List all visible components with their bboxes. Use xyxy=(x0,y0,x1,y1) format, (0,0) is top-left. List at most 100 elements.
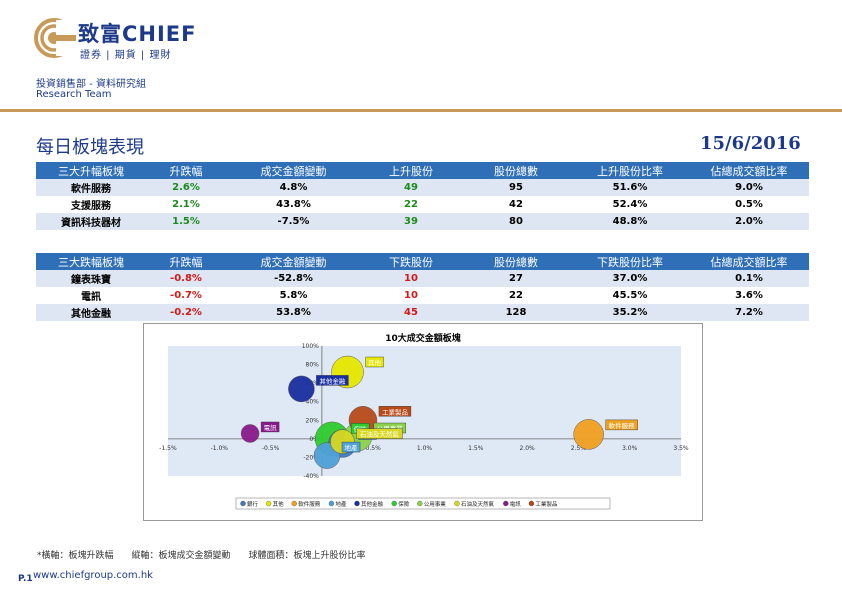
column-header: 三大升幅板塊 xyxy=(36,162,146,179)
page-number: P.1 xyxy=(18,574,33,584)
column-header: 三大跌幅板塊 xyxy=(36,253,146,270)
legend-marker xyxy=(503,500,509,507)
turnover-share: 2.0% xyxy=(689,213,809,230)
sector-name: 資訊科技器材 xyxy=(36,213,146,230)
column-header: 上升股份比率 xyxy=(571,162,689,179)
change-pct: 2.6% xyxy=(146,179,226,196)
bubble-chart: 10大成交金額板塊 -1.5% -1.0% -0.5% 0% 0.5% 1.0% 1.5% 2.… xyxy=(159,332,689,510)
team-name: Research Team xyxy=(36,89,112,100)
column-header: 成交金額變動 xyxy=(226,162,361,179)
x-tick-label: -1.5% xyxy=(159,445,177,452)
axis-note: *橫軸：板塊升跌幅 縱軸：板塊成交金額變動 球體面積：板塊上升股份比率 xyxy=(37,551,366,561)
turnover-share: 9.0% xyxy=(689,179,809,196)
legend-marker xyxy=(291,500,297,507)
table-row: 支援服務 2.1% 43.8% 22 42 52.4% 0.5% xyxy=(36,196,809,213)
y-tick-label: -40% xyxy=(303,473,319,480)
data-label-box xyxy=(316,375,349,386)
top-losers-table: 三大跌幅板塊 升跌幅 成交金額變動 下跌股份 股份總數 下跌股份比率 佔總成交額… xyxy=(36,253,809,321)
rising-count: 49 xyxy=(361,179,461,196)
data-label-box xyxy=(356,428,403,439)
turnover-share: 7.2% xyxy=(689,304,809,321)
x-tick-label: 1.5% xyxy=(468,445,484,452)
falling-ratio: 45.5% xyxy=(612,290,648,301)
legend-label: 軟件服務 xyxy=(298,500,321,508)
falling-count: 45 xyxy=(361,304,461,321)
chart-title: 10大成交金額板塊 xyxy=(385,332,461,344)
turnover-change: 5.8% xyxy=(279,290,308,301)
bubble-chart-frame: 10大成交金額板塊 -1.5% -1.0% -0.5% 0% 0.5% 1.0% 1.5% 2.… xyxy=(143,323,703,521)
y-tick-label: 40% xyxy=(306,399,320,406)
data-label: 工業製品 xyxy=(382,407,408,416)
change-pct: 2.1% xyxy=(172,199,200,210)
y-tick-label: 20% xyxy=(306,417,320,424)
rising-ratio: 48.8% xyxy=(571,213,689,230)
x-tick-label: -1.0% xyxy=(211,445,229,452)
logo-mark-icon xyxy=(34,18,76,58)
rising-ratio: 52.4% xyxy=(612,199,648,210)
table-row: 電訊 -0.7% 5.8% 10 22 45.5% 3.6% xyxy=(36,287,809,304)
sector-name: 軟件服務 xyxy=(36,179,146,196)
data-label: 石油及天然氣 xyxy=(360,430,400,439)
legend-marker xyxy=(240,500,246,507)
sector-name: 其他金融 xyxy=(36,304,146,321)
y-tick-label: 80% xyxy=(306,362,320,369)
falling-ratio: 35.2% xyxy=(571,304,689,321)
x-tick-label: 1.0% xyxy=(417,445,433,452)
legend-label: 其他金融 xyxy=(361,500,384,508)
turnover-change: -7.5% xyxy=(226,213,361,230)
column-header: 佔總成交額比率 xyxy=(689,162,809,179)
top-gainers-table: 三大升幅板塊 升跌幅 成交金額變動 上升股份 股份總數 上升股份比率 佔總成交額… xyxy=(36,162,809,230)
column-header: 升跌幅 xyxy=(146,162,226,179)
column-header: 下跌股份 xyxy=(361,253,461,270)
data-label: 軟件服務 xyxy=(609,421,636,430)
legend-label: 銀行 xyxy=(247,500,259,508)
falling-count: 10 xyxy=(404,290,418,301)
y-tick-label: -20% xyxy=(303,454,319,461)
total-count: 128 xyxy=(461,304,571,321)
data-label: 其他 xyxy=(368,358,382,367)
column-header: 股份總數 xyxy=(461,162,571,179)
report-date: 15/6/2016 xyxy=(700,133,801,154)
data-label: 電訊 xyxy=(264,423,278,432)
change-pct: -0.7% xyxy=(170,290,202,301)
legend-marker xyxy=(328,500,335,507)
plot-area xyxy=(168,346,681,476)
change-pct: 1.5% xyxy=(146,213,226,230)
total-count: 22 xyxy=(509,290,523,301)
legend-marker xyxy=(391,500,397,507)
x-tick-label: 0.5% xyxy=(366,445,382,452)
legend-label: 石油及天然氣 xyxy=(461,500,495,508)
x-tick-label: -0.5% xyxy=(262,445,280,452)
change-pct: -0.8% xyxy=(146,270,226,287)
column-header: 成交金額變動 xyxy=(226,253,361,270)
legend-label: 公用事業 xyxy=(424,500,447,508)
turnover-change: 43.8% xyxy=(276,199,311,210)
rising-count: 22 xyxy=(404,199,418,210)
website-link[interactable]: www.chiefgroup.com.hk xyxy=(33,570,153,581)
x-tick-label: 3.5% xyxy=(673,445,689,452)
data-label-box xyxy=(605,419,638,431)
bubble-point xyxy=(573,419,604,450)
data-label-box xyxy=(260,421,280,433)
y-tick-label: 100% xyxy=(302,343,319,350)
brand-tagline: 證券 | 期貨 | 理財 xyxy=(80,50,172,61)
header-divider xyxy=(0,109,842,112)
sector-name: 支援服務 xyxy=(71,201,111,212)
table-header-row: 三大跌幅板塊 升跌幅 成交金額變動 下跌股份 股份總數 下跌股份比率 佔總成交額… xyxy=(36,253,809,270)
turnover-share: 0.1% xyxy=(689,270,809,287)
legend-label: 保險 xyxy=(398,500,410,508)
change-pct: -0.2% xyxy=(146,304,226,321)
legend-marker xyxy=(354,500,360,507)
column-header: 股份總數 xyxy=(461,253,571,270)
falling-ratio: 37.0% xyxy=(571,270,689,287)
rising-count: 39 xyxy=(361,213,461,230)
page-title: 每日板塊表現 xyxy=(36,137,144,158)
x-tick-label: 2.5% xyxy=(571,445,587,452)
legend-box xyxy=(235,497,611,510)
x-tick-label: 3.0% xyxy=(622,445,638,452)
turnover-share: 0.5% xyxy=(735,199,763,210)
legend-label: 地產 xyxy=(335,500,347,508)
total-count: 95 xyxy=(461,179,571,196)
department-name: 投資銷售部 - 資料研究組 xyxy=(36,79,146,90)
data-label-box xyxy=(365,356,384,368)
